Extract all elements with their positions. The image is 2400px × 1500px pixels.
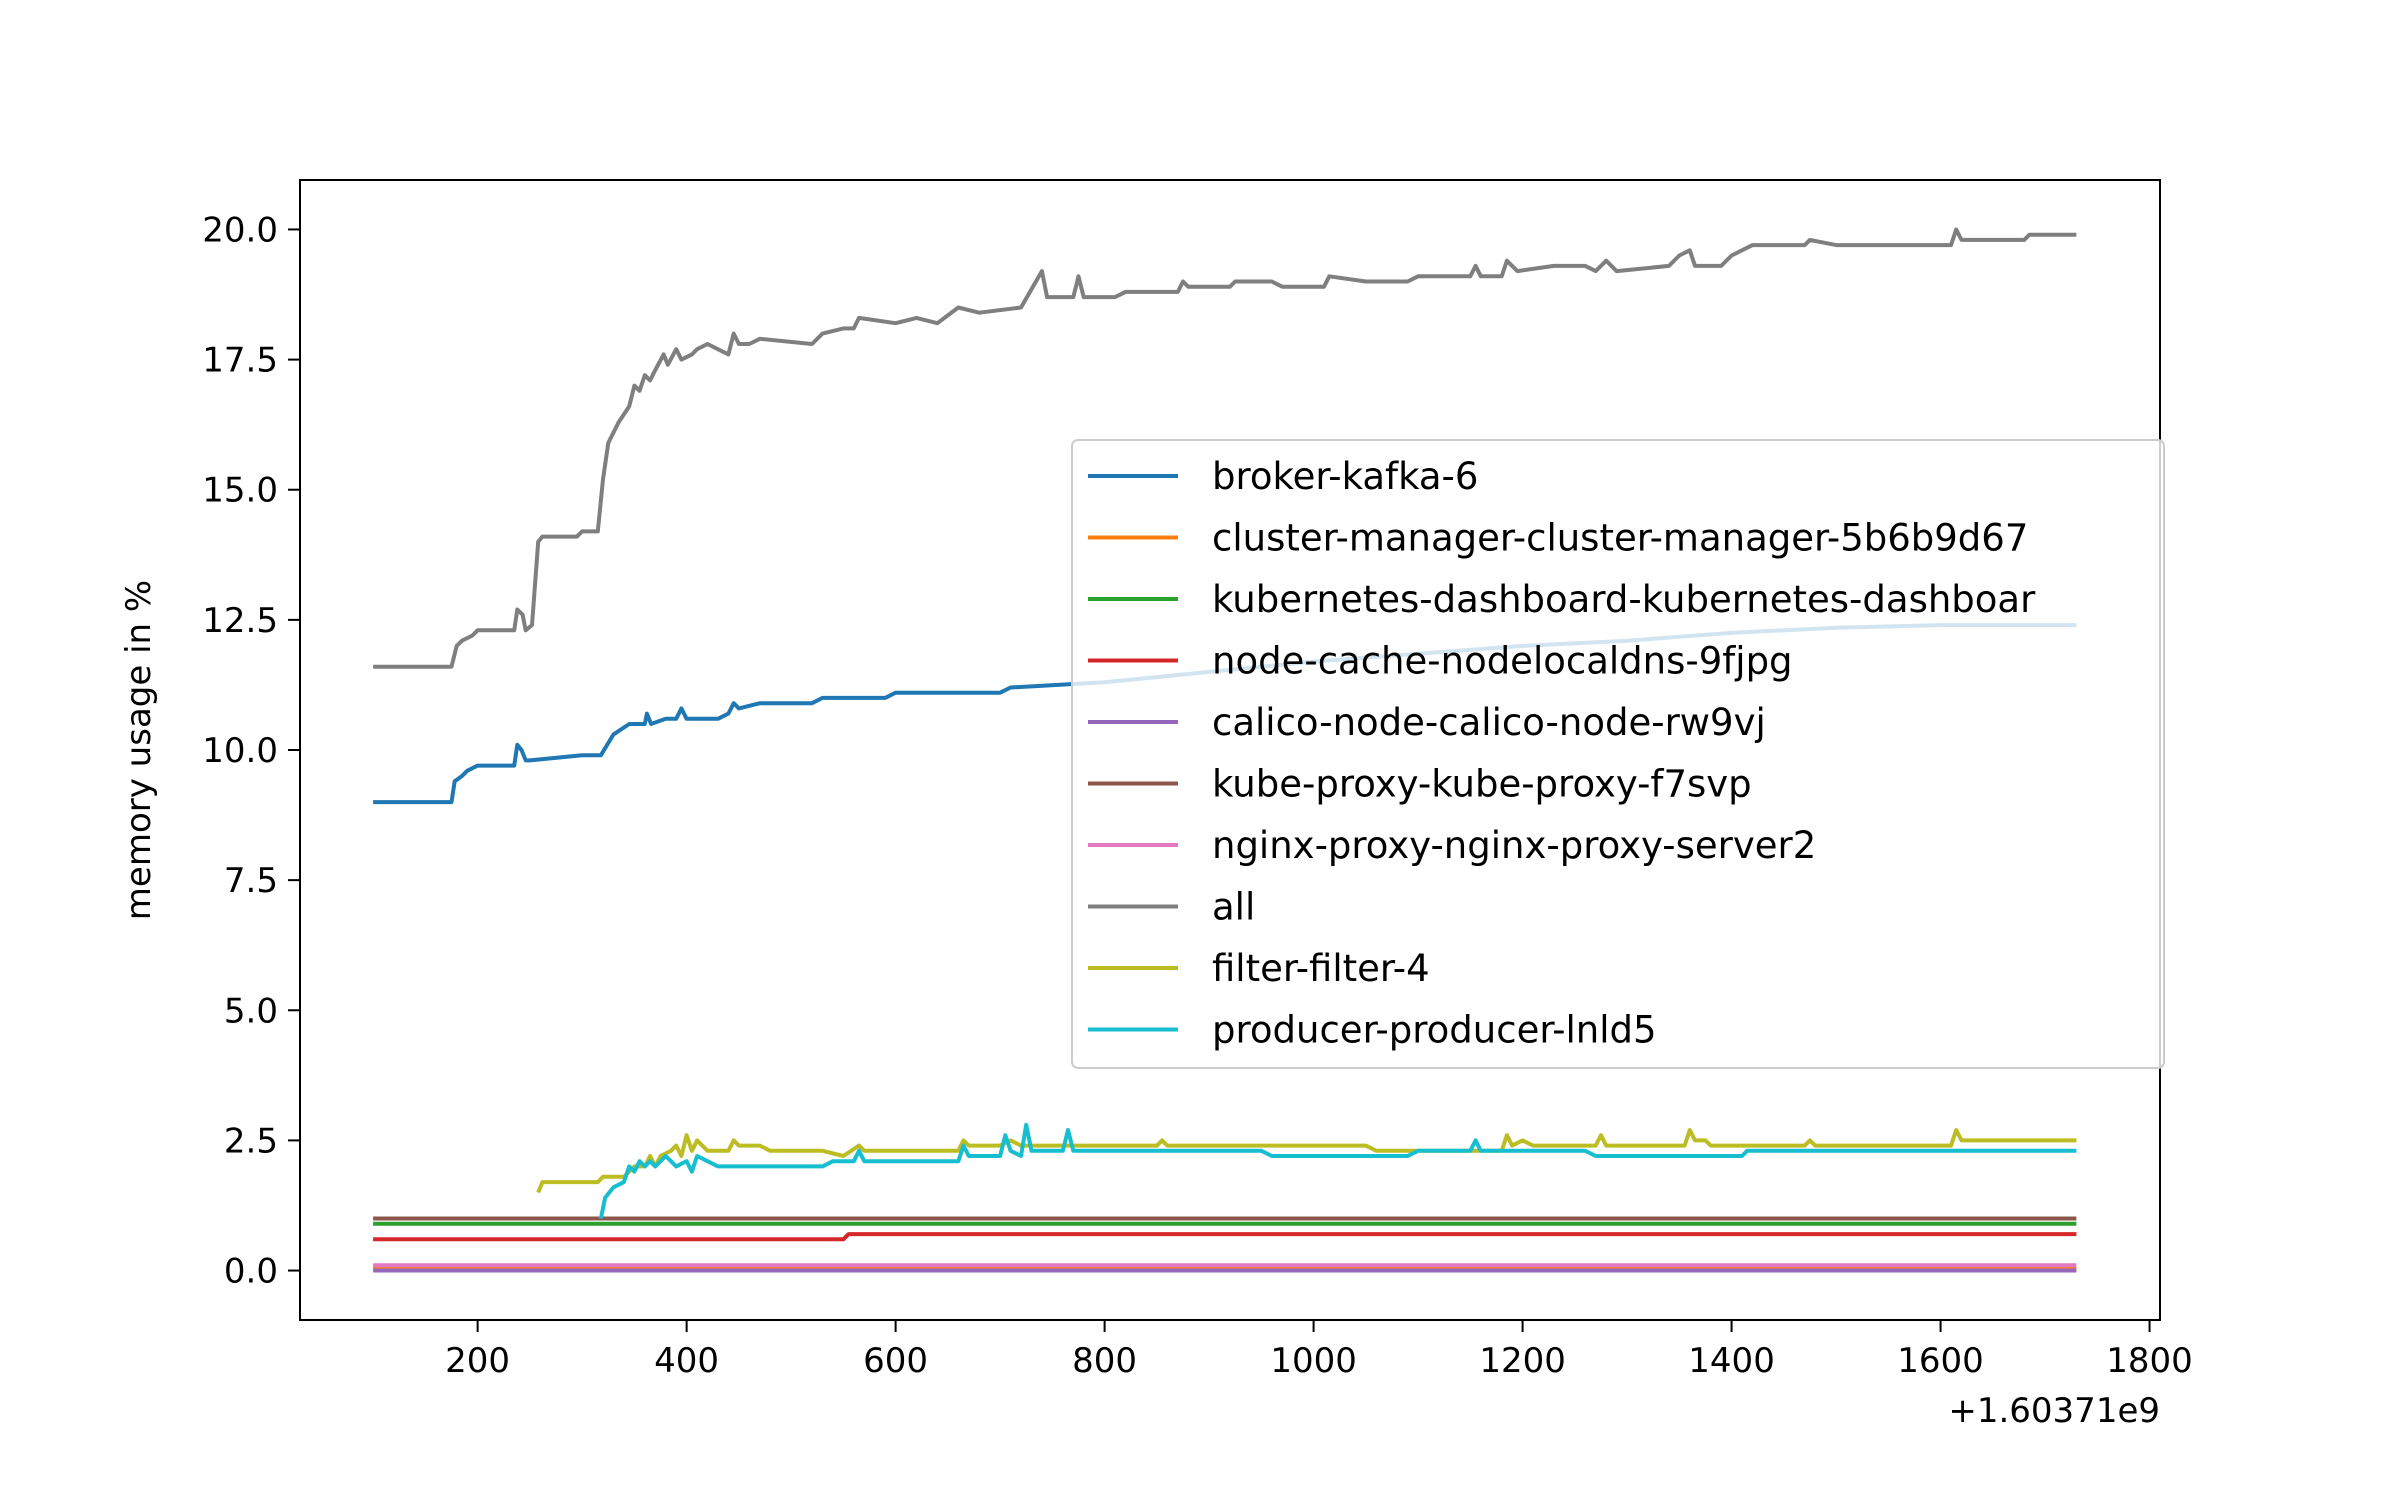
y-tick-label: 7.5 xyxy=(224,861,278,901)
legend-label: broker-kafka-6 xyxy=(1212,455,1478,498)
x-tick-label: 1400 xyxy=(1688,1341,1775,1381)
y-tick-label: 15.0 xyxy=(202,471,278,511)
series-layer xyxy=(373,227,2077,1273)
legend-label: all xyxy=(1212,886,1255,929)
legend-label: cluster-manager-cluster-manager-5b6b9d67 xyxy=(1212,517,2028,560)
x-offset-label: +1.60371e9 xyxy=(1948,1391,2160,1431)
legend-label: calico-node-calico-node-rw9vj xyxy=(1212,701,1766,744)
x-tick-label: 1200 xyxy=(1479,1341,1566,1381)
legend: broker-kafka-6 cluster-manager-cluster-ma… xyxy=(1071,439,2165,1069)
x-tick-label: 200 xyxy=(445,1341,510,1381)
x-tick-label: 1800 xyxy=(2106,1341,2193,1381)
y-tick-label: 0.0 xyxy=(224,1252,278,1292)
x-tick-label: 600 xyxy=(863,1341,928,1381)
legend-box xyxy=(1071,439,2165,1069)
legend-label: kube-proxy-kube-proxy-f7svp xyxy=(1212,763,1752,806)
series-line-10 xyxy=(598,1122,2077,1219)
series-line-8 xyxy=(373,227,2077,669)
y-tick-label: 12.5 xyxy=(202,601,278,641)
series-line-4 xyxy=(373,1232,2077,1242)
x-tick-label: 800 xyxy=(1072,1341,1137,1381)
legend-label: producer-producer-lnld5 xyxy=(1212,1009,1657,1052)
x-tick-label: 1000 xyxy=(1270,1341,1357,1381)
y-tick-label: 5.0 xyxy=(224,991,278,1031)
y-axis-label: memory usage in % xyxy=(119,580,159,920)
y-tick-label: 17.5 xyxy=(202,341,278,381)
x-axis: 200 400 600 800 1000 1200 1400 1600 1800 xyxy=(445,1320,2193,1381)
x-tick-label: 1600 xyxy=(1897,1341,1984,1381)
x-tick-label: 400 xyxy=(654,1341,719,1381)
legend-label: nginx-proxy-nginx-proxy-server2 xyxy=(1212,824,1816,867)
y-tick-label: 20.0 xyxy=(202,210,278,250)
legend-label: filter-filter-4 xyxy=(1212,947,1430,990)
series-line-9 xyxy=(536,1128,2077,1194)
y-tick-label: 10.0 xyxy=(202,731,278,771)
y-tick-label: 2.5 xyxy=(224,1121,278,1161)
legend-label: node-cache-nodelocaldns-9fjpg xyxy=(1212,640,1793,683)
legend-label: kubernetes-dashboard-kubernetes-dashboar xyxy=(1212,578,2036,621)
y-axis: 0.0 2.5 5.0 7.5 10.0 12.5 15.0 17.5 20.0 xyxy=(202,210,300,1292)
